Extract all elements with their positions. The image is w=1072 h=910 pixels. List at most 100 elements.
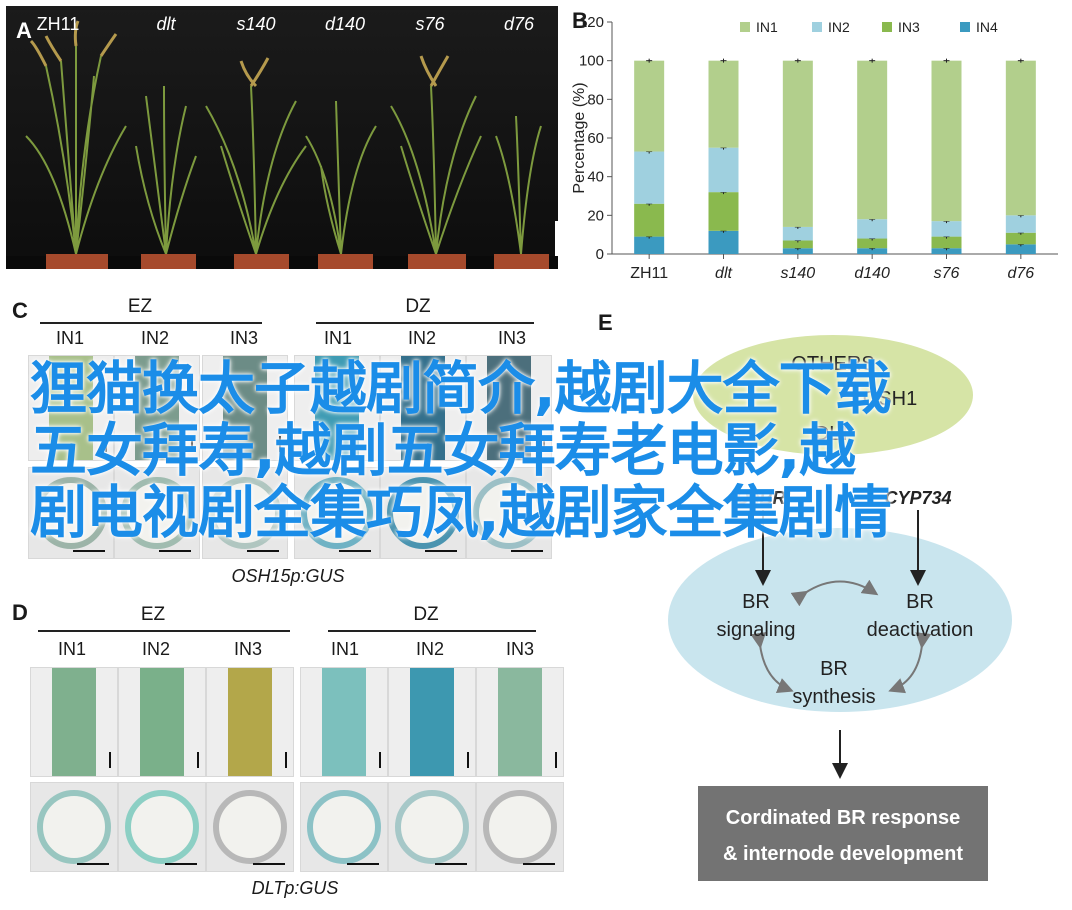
cross-section-tile [114,467,200,559]
stem-ring [37,790,111,864]
legend-swatch-in2 [812,22,822,32]
panel-letter-c: C [12,298,28,323]
chart-svg: 0 20 40 60 80 100 120 Percentage (%) ZH11 dlt s140… [571,14,1058,282]
col-label: IN3 [233,639,263,659]
longitudinal-section-tile [476,667,564,777]
group-label-dz-c: DZ [405,296,431,317]
cross-section-tile [206,782,294,872]
plant-photo [6,6,558,269]
scale-bar [457,436,459,452]
scale-bar [511,550,543,552]
overlay-line-1: 狸猫换太子越剧简介,越剧大全下载 [30,356,892,422]
legend-label-in1: IN1 [756,19,778,35]
plant-label-s140: s140 [236,14,276,34]
scale-bar [109,752,111,768]
scale-bar [77,863,109,865]
outcome-line1: Cordinated BR response [726,807,960,829]
stem-ring [209,477,281,549]
legend-swatch-in1 [740,22,750,32]
cross-section-tile [300,782,388,872]
longitudinal-section-tile [30,667,118,777]
scale-bar [105,436,107,452]
bar-segment-in3 [634,203,665,237]
bar-segment-in2 [634,151,665,204]
osh1-label: OSH1 [863,388,917,410]
bar-segment-in3 [1005,232,1036,245]
group-label-ez-c: EZ [127,296,153,317]
longitudinal-section-tile [294,355,380,461]
scale-bar [247,550,279,552]
bar-segment-in3 [931,236,962,249]
scale-bar [339,550,371,552]
bar-segment-in1 [634,60,665,152]
y-tick-label: 40 [587,169,604,186]
stem-strip [135,356,179,460]
br-synthesis-line2: synthesis [792,686,875,708]
stem-ring [125,790,199,864]
bar-segment-in2 [857,219,888,239]
longitudinal-section-tile [388,667,476,777]
cyp734-label: CYP734 [884,488,951,508]
scale-bar [523,863,555,865]
stem-strip [498,668,542,776]
scale-bar [159,550,191,552]
col-label: IN1 [57,639,87,659]
bar-segment-in1 [1005,60,1036,216]
plant-label-s76: s76 [415,14,445,34]
scale-bar [555,221,558,269]
longitudinal-section-tile [118,667,206,777]
cross-section-tile [380,467,466,559]
longitudinal-section-tile [206,667,294,777]
dlt-label: DLT [815,423,851,445]
panel-letter-d: D [12,600,28,625]
longitudinal-section-tile [466,355,552,461]
br-synthesis-line1: BR [820,658,848,680]
bar-segment-in3 [857,238,888,249]
stem-ring [121,477,193,549]
br-deactivation-line1: BR [906,591,934,613]
longitudinal-section-tile [114,355,200,461]
group-line-ez-c [40,322,262,324]
group-line-ez-d [38,630,290,632]
y-axis-label: Percentage (%) [571,82,588,193]
col-label: IN2 [140,328,170,348]
cross-section-tile [466,467,552,559]
x-tick-label: d140 [854,265,890,282]
col-label: IN3 [497,328,527,348]
bar-segment-in4 [634,236,665,254]
y-tick-label: 120 [579,14,604,31]
cross-section-tile [202,467,288,559]
stem-ring [307,790,381,864]
bar-segment-in1 [782,60,813,227]
x-tick-label: ZH11 [630,265,668,282]
br-signaling-line1: BR [742,591,770,613]
others-label: OTHERS [791,353,874,375]
stem-ring [301,477,373,549]
bar-segment-in3 [782,240,813,249]
stem-ring [213,790,287,864]
x-tick-label: s76 [934,265,960,282]
stem-ring [473,477,545,549]
group-label-ez-d: EZ [140,604,166,625]
x-tick-label: d76 [1007,265,1034,282]
scale-bar [435,863,467,865]
y-tick-label: 60 [587,130,604,147]
stem-strip [49,356,93,460]
stem-strip [487,356,531,460]
bar-segment-in1 [708,60,739,148]
caption-d: DLTp:GUS [251,878,339,898]
stem-strip [228,668,272,776]
scale-bar [371,436,373,452]
legend-label-in2: IN2 [828,19,850,35]
longitudinal-section-tile [380,355,466,461]
x-tick-label: dlt [715,265,732,282]
br-deactivation-line2: deactivation [867,619,974,641]
group-line-dz-c [316,322,534,324]
bar-segment-in4 [782,248,813,254]
bar-segment-in2 [782,226,813,241]
group-label-dz-d: DZ [413,604,439,625]
legend-label-in3: IN3 [898,19,920,35]
plant-label-dlt: dlt [156,14,176,34]
overlay-caption: 狸猫换太子越剧简介,越剧大全下载 五女拜寿,越剧五女拜寿老电影,越 剧电视剧全集… [30,358,1030,544]
plant-photo-panel: ZH11 dlt s140 d140 s76 d76 [6,6,558,269]
